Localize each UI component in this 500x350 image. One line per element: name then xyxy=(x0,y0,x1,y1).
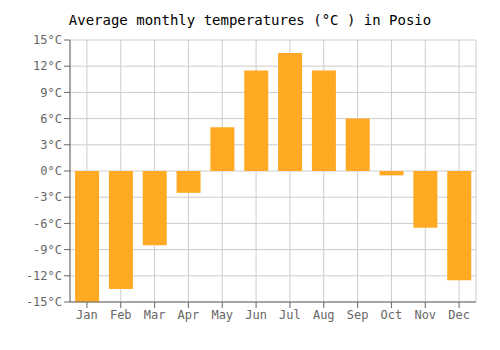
svg-text:Feb: Feb xyxy=(110,308,132,322)
svg-text:Jun: Jun xyxy=(245,308,267,322)
svg-text:9°C: 9°C xyxy=(40,86,62,100)
svg-text:Dec: Dec xyxy=(448,308,470,322)
svg-text:-15°C: -15°C xyxy=(26,295,62,309)
svg-text:-6°C: -6°C xyxy=(33,217,62,231)
svg-text:-9°C: -9°C xyxy=(33,243,62,257)
svg-text:0°C: 0°C xyxy=(40,164,62,178)
svg-text:-3°C: -3°C xyxy=(33,190,62,204)
svg-text:Mar: Mar xyxy=(144,308,166,322)
svg-text:6°C: 6°C xyxy=(40,112,62,126)
svg-text:-12°C: -12°C xyxy=(26,269,62,283)
svg-text:Nov: Nov xyxy=(414,308,436,322)
svg-text:May: May xyxy=(211,308,233,322)
svg-text:15°C: 15°C xyxy=(33,33,62,47)
svg-text:Oct: Oct xyxy=(381,308,403,322)
svg-text:12°C: 12°C xyxy=(33,59,62,73)
svg-text:Aug: Aug xyxy=(313,308,335,322)
svg-text:Jan: Jan xyxy=(76,308,98,322)
html-text:Average monthly temperatures (: Average monthly temperatures (°C ) in Po… xyxy=(68,12,432,28)
svg-text:Sep: Sep xyxy=(347,308,369,322)
svg-text:Jul: Jul xyxy=(279,308,301,322)
svg-text:Apr: Apr xyxy=(178,308,200,322)
svg-text:3°C: 3°C xyxy=(40,138,62,152)
